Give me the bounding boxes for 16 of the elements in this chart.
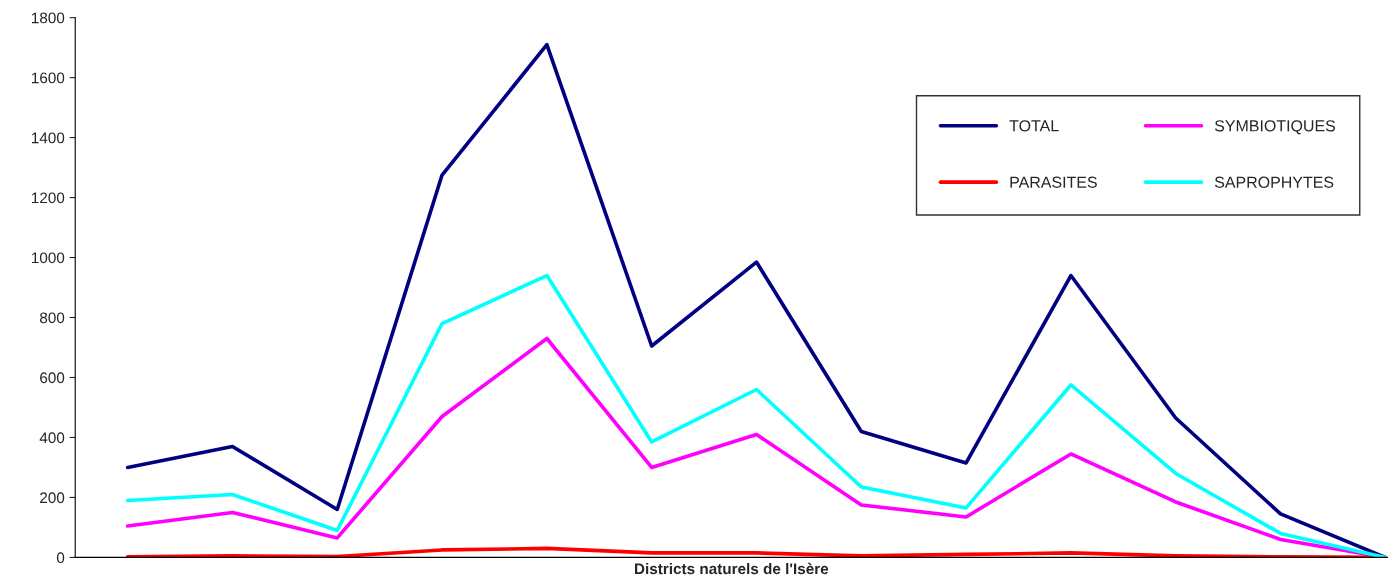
y-tick-label: 1400	[31, 132, 65, 144]
y-tick-label: 800	[39, 312, 65, 324]
legend-label: SYMBIOTIQUES	[1214, 120, 1336, 135]
y-tick-label: 0	[56, 552, 65, 564]
legend-label: TOTAL	[1009, 120, 1059, 132]
y-tick-label: 200	[40, 492, 65, 504]
y-tick-label: 1000	[31, 252, 65, 264]
legend-label: SAPROPHYTES	[1214, 176, 1334, 188]
y-tick-label: 1600	[31, 72, 65, 84]
y-tick-label: 400	[39, 432, 65, 444]
legend-label: PARASITES	[1010, 176, 1097, 188]
y-tick-label: 1800	[31, 12, 65, 24]
line-series	[125, 273, 1388, 558]
y-tick-label: 1200	[31, 192, 65, 204]
x-axis-title: Districts naturels de l'Isère	[635, 562, 829, 575]
y-tick-label: 600	[40, 372, 65, 384]
